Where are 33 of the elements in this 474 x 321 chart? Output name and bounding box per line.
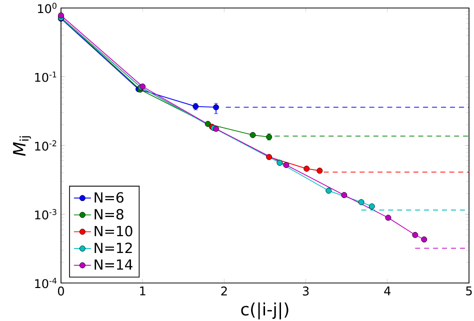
point xyxy=(421,236,428,242)
legend-label: N=8 xyxy=(94,208,124,220)
point xyxy=(326,188,332,194)
x-tick-label: 5 xyxy=(466,286,472,296)
legend-label: N=10 xyxy=(94,226,132,236)
point xyxy=(304,166,310,172)
x-tick-label: 0 xyxy=(58,286,64,296)
y-tick-label: 10$^{-1}$ xyxy=(35,72,56,82)
y-axis-title: M$_{ij}$ xyxy=(13,136,31,156)
point xyxy=(266,154,272,160)
y-tick-label: 10$^{-2}$ xyxy=(35,140,56,151)
point xyxy=(250,132,256,138)
y-tick-label: 10$^{0}$ xyxy=(38,2,56,14)
legend-label: N=14 xyxy=(94,259,132,270)
x-tick-label: 4 xyxy=(384,286,391,296)
point xyxy=(368,203,375,210)
legend-label: N=12 xyxy=(94,242,132,253)
x-tick-label: 2 xyxy=(221,286,227,296)
point xyxy=(412,232,418,238)
x-tick-label: 3 xyxy=(302,286,309,296)
legend-label: N=6 xyxy=(94,192,124,203)
point xyxy=(283,162,290,168)
x-axis-title: c(|i-j|) xyxy=(241,302,288,320)
y-tick-label: 10$^{-4}$ xyxy=(35,278,57,288)
y-tick-label: 10$^{-3}$ xyxy=(35,209,56,220)
point xyxy=(276,160,283,166)
point xyxy=(204,120,211,127)
point xyxy=(213,126,220,132)
point xyxy=(341,192,348,198)
point xyxy=(358,199,364,206)
x-tick-label: 1 xyxy=(140,286,146,296)
point xyxy=(385,214,392,221)
point xyxy=(316,168,323,174)
